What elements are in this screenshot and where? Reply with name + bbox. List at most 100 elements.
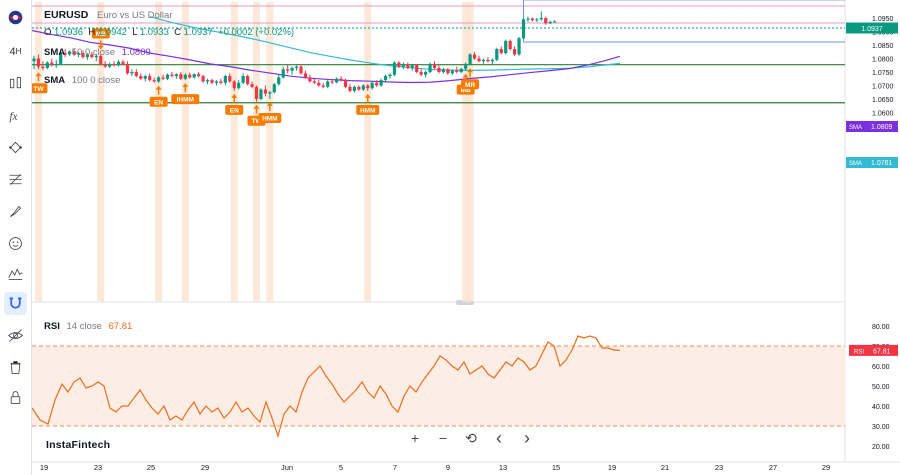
candle-body	[130, 72, 134, 74]
candle-body	[441, 69, 445, 72]
candle-body	[455, 70, 459, 72]
candle-body	[201, 76, 205, 82]
sma50-label: SMA	[44, 47, 66, 58]
candle-body	[205, 80, 210, 82]
pattern-highlight-band	[34, 2, 42, 302]
indicators-icon[interactable]: fx	[4, 104, 27, 127]
last-price-tag: 1.0937	[861, 26, 883, 33]
drawing-icon[interactable]	[4, 136, 27, 159]
scroll-forward-button[interactable]: ›	[524, 427, 530, 448]
candle-body	[197, 74, 201, 77]
lock-icon[interactable]	[4, 386, 27, 409]
zoom-out-button[interactable]: −	[438, 430, 448, 446]
symbol-description: Euro vs US Dollar	[96, 10, 173, 21]
sma-fast-name-bg	[846, 121, 870, 132]
pattern-highlight-band	[155, 2, 163, 302]
candle-body	[361, 85, 365, 90]
price-tick-label: 1.0600	[872, 111, 894, 118]
scroll-back-button[interactable]: ‹	[496, 427, 502, 448]
candle-body	[459, 68, 463, 72]
candle-body	[290, 67, 294, 71]
candle-body	[85, 54, 89, 58]
candle-body	[165, 74, 170, 79]
candle-body	[250, 84, 254, 87]
candle-body	[424, 72, 428, 75]
candle-body	[526, 18, 530, 20]
candle-body	[125, 63, 130, 74]
time-tick-label: 21	[661, 463, 669, 472]
candle-body	[415, 65, 419, 72]
candle-body	[263, 89, 267, 94]
candle-body	[508, 40, 512, 50]
candle-body	[366, 85, 370, 89]
logo-icon[interactable]	[4, 6, 27, 29]
candle-body	[343, 80, 348, 87]
candle-body	[464, 63, 468, 69]
pattern-arrow-head	[253, 104, 260, 109]
price-tick-label: 1.0800	[872, 57, 894, 64]
candle-body	[392, 62, 397, 75]
candle-body	[188, 74, 192, 78]
pattern-label: EN	[230, 107, 239, 114]
candle-body	[530, 18, 534, 21]
candle-body	[370, 82, 374, 89]
candle-body	[210, 80, 214, 83]
candles-icon[interactable]	[4, 72, 27, 95]
magnet-icon[interactable]	[4, 292, 27, 315]
pattern-label: EN	[154, 99, 163, 106]
rsi-legend[interactable]: RSI 14 close 67.81	[44, 321, 132, 332]
svg-text:fx: fx	[10, 111, 18, 123]
sma-slow-name: SMA	[849, 161, 862, 167]
price-tick-label: 1.0850	[872, 43, 894, 50]
pattern-label-box	[258, 113, 282, 123]
candle-body	[214, 81, 219, 83]
candle-body	[397, 62, 401, 67]
reset-chart-button[interactable]: ⟲	[465, 429, 477, 446]
candle-body	[272, 84, 276, 93]
pattern-label-box	[29, 83, 48, 94]
candle-body	[103, 63, 107, 67]
brand-watermark: InstaFintech	[46, 439, 111, 451]
candle-body	[170, 74, 174, 77]
candle-body	[294, 66, 299, 68]
candle-body	[406, 64, 410, 68]
candle-body	[352, 86, 356, 91]
fib-icon[interactable]	[4, 168, 27, 191]
low-label: L	[132, 27, 138, 38]
candle-body	[219, 81, 223, 83]
delete-all-icon[interactable]	[4, 356, 27, 379]
brush-icon[interactable]	[4, 200, 27, 223]
price-tick-label: 1.0650	[872, 97, 894, 104]
sma50-legend[interactable]: SMA 50 0 close 1.0809	[44, 47, 151, 58]
candle-body	[268, 92, 272, 94]
candle-body	[303, 73, 308, 78]
candle-body	[139, 76, 143, 79]
open-label: O	[44, 27, 52, 38]
time-tick-label: 5	[339, 463, 343, 472]
time-tick-label: 19	[608, 463, 616, 472]
emoji-icon[interactable]	[4, 232, 27, 255]
candle-body	[286, 69, 290, 71]
patterns-icon[interactable]	[4, 262, 27, 285]
candle-body	[410, 65, 414, 68]
candle-body	[192, 74, 196, 78]
price-tick-label: 1.0700	[872, 84, 894, 91]
candle-body	[277, 77, 281, 85]
candle-body	[183, 74, 187, 79]
candle-body	[517, 38, 521, 55]
hide-icon[interactable]	[4, 324, 27, 347]
zoom-in-button[interactable]: +	[410, 430, 420, 446]
candle-body	[108, 63, 112, 67]
candle-body	[157, 77, 161, 82]
candle-body	[312, 81, 316, 83]
price-tick-label: 1.0950	[872, 16, 894, 23]
pattern-highlight-band	[466, 2, 474, 302]
candle-body	[432, 63, 437, 68]
candle-body	[521, 19, 526, 39]
candle-body	[63, 53, 67, 55]
sma100-legend[interactable]: SMA 100 0 close	[44, 75, 120, 86]
change-value: +0.0002 (+0.02%)	[218, 27, 295, 38]
